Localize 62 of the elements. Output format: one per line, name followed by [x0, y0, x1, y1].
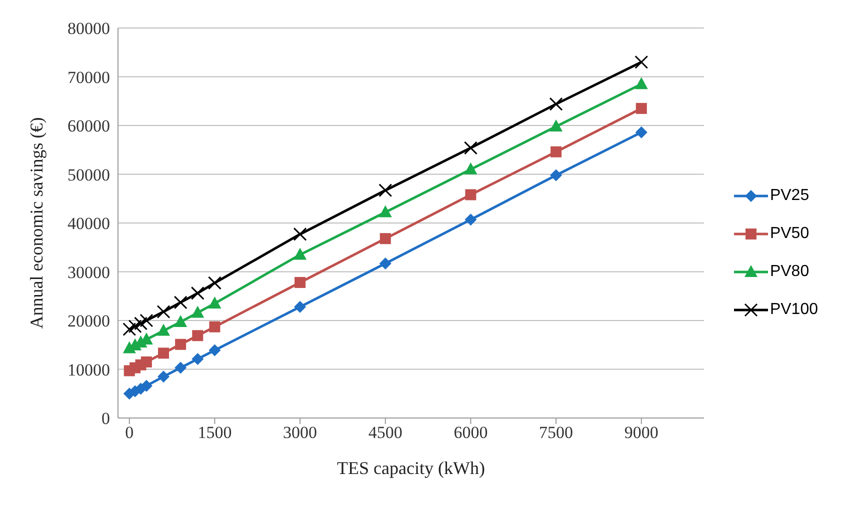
legend-label: PV50 — [770, 225, 810, 243]
point — [158, 370, 170, 383]
point — [156, 304, 170, 318]
point — [549, 97, 563, 111]
point — [208, 276, 222, 290]
y-tick-label: 60000 — [68, 116, 110, 136]
point — [209, 321, 220, 332]
legend-label: PV100 — [770, 301, 818, 319]
point — [294, 276, 306, 288]
point — [294, 248, 307, 260]
point — [465, 189, 476, 200]
y-tick-label: 30000 — [68, 262, 110, 282]
y-tick-label: 50000 — [68, 165, 110, 184]
x-tick-label: 9000 — [624, 423, 658, 442]
y-tick-label: 80000 — [68, 19, 110, 38]
point — [550, 169, 562, 182]
point — [190, 286, 204, 300]
point — [192, 330, 204, 342]
point — [140, 314, 154, 328]
y-tick-label: 0 — [102, 409, 110, 428]
legend-label: PV80 — [770, 263, 810, 281]
point — [380, 233, 391, 244]
x-tick-label: 6000 — [454, 423, 488, 442]
point — [378, 184, 392, 198]
y-tick-label: 40000 — [68, 214, 110, 234]
point — [379, 257, 392, 270]
x-tick-label: 1500 — [198, 423, 232, 442]
point — [378, 205, 392, 218]
point — [122, 322, 136, 336]
point — [636, 102, 647, 114]
point — [550, 146, 562, 158]
y-axis-title: Annual economic savings (€) — [26, 117, 46, 329]
legend-label: PV25 — [770, 187, 810, 205]
x-tick-label: 4500 — [368, 423, 402, 442]
point — [192, 353, 204, 366]
point — [634, 77, 648, 90]
point — [464, 141, 478, 155]
point — [635, 126, 648, 138]
y-tick-label: 10000 — [68, 360, 110, 380]
x-tick-label: 0 — [125, 423, 134, 442]
point — [464, 162, 478, 174]
point — [174, 362, 187, 374]
point — [174, 296, 188, 310]
point — [634, 55, 648, 69]
point — [294, 300, 306, 313]
x-tick-label: 3000 — [283, 423, 318, 442]
point — [140, 356, 152, 368]
point — [191, 306, 204, 318]
point — [174, 314, 188, 327]
point — [134, 316, 148, 330]
point — [158, 348, 170, 359]
point — [175, 338, 186, 350]
point — [293, 227, 307, 241]
y-tick-label: 20000 — [68, 312, 110, 331]
x-axis-title: TES capacity (kWh) — [337, 458, 485, 478]
y-tick-label: 70000 — [68, 68, 110, 87]
point — [550, 119, 563, 132]
point — [464, 214, 477, 226]
point — [157, 324, 170, 336]
x-tick-label: 7500 — [539, 423, 574, 442]
point — [208, 296, 222, 308]
point — [208, 344, 221, 356]
